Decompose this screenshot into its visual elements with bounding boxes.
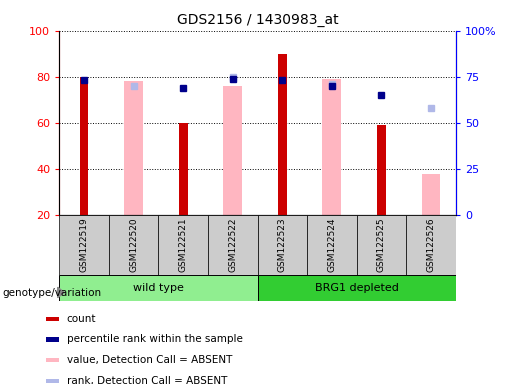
Text: BRG1 depleted: BRG1 depleted (315, 283, 399, 293)
Bar (46, 379, 59, 383)
Text: GDS2156 / 1430983_at: GDS2156 / 1430983_at (177, 13, 338, 27)
Bar (179, 123, 187, 215)
Bar (46, 358, 59, 362)
Bar (258, 275, 456, 301)
Bar (79, 77, 89, 215)
Text: GSM122520: GSM122520 (129, 217, 138, 272)
Text: GSM122526: GSM122526 (426, 217, 436, 272)
Polygon shape (58, 287, 64, 298)
Bar (224, 86, 242, 215)
Bar (124, 81, 143, 215)
Text: wild type: wild type (133, 283, 184, 293)
Bar (208, 215, 258, 275)
Bar (59, 215, 109, 275)
Bar (258, 215, 307, 275)
Text: GSM122521: GSM122521 (179, 217, 187, 272)
Bar (322, 79, 341, 215)
Bar (377, 125, 386, 215)
Text: count: count (66, 314, 96, 324)
Text: GSM122523: GSM122523 (278, 217, 287, 272)
Bar (278, 54, 287, 215)
Bar (406, 215, 456, 275)
Bar (46, 316, 59, 321)
Bar (356, 215, 406, 275)
Bar (109, 215, 159, 275)
Bar (46, 337, 59, 342)
Bar (422, 174, 440, 215)
Text: percentile rank within the sample: percentile rank within the sample (66, 334, 243, 344)
Text: GSM122519: GSM122519 (79, 217, 89, 272)
Bar (159, 215, 208, 275)
Text: rank, Detection Call = ABSENT: rank, Detection Call = ABSENT (66, 376, 227, 384)
Bar (59, 275, 258, 301)
Text: value, Detection Call = ABSENT: value, Detection Call = ABSENT (66, 355, 232, 365)
Text: GSM122524: GSM122524 (328, 218, 336, 272)
Text: genotype/variation: genotype/variation (3, 288, 101, 298)
Bar (307, 215, 356, 275)
Text: GSM122522: GSM122522 (228, 218, 237, 272)
Text: GSM122525: GSM122525 (377, 217, 386, 272)
